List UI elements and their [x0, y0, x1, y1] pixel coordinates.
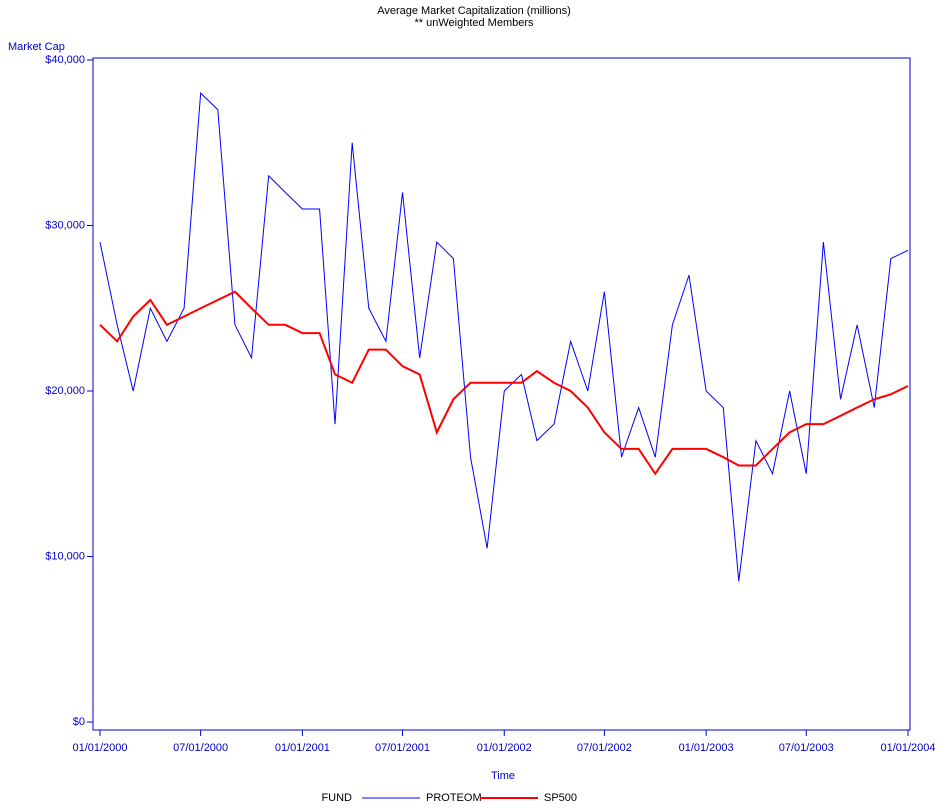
y-tick-label: $30,000	[45, 219, 85, 231]
x-tick-label: 01/01/2003	[679, 742, 734, 754]
plot-frame	[92, 57, 911, 731]
y-tick-label: $20,000	[45, 385, 85, 397]
x-axis-label: Time	[491, 770, 515, 782]
series-line	[99, 290, 909, 476]
legend-label: SP500	[544, 792, 577, 804]
y-tick-label: $0	[73, 716, 85, 728]
x-tick-label: 01/01/2004	[880, 742, 935, 754]
x-tick-label: 01/01/2000	[72, 742, 127, 754]
chart-title: Average Market Capitalization (millions)	[377, 5, 571, 17]
x-tick-label: 07/01/2000	[173, 742, 228, 754]
y-tick-label: $10,000	[45, 550, 85, 562]
y-axis-label: Market Cap	[8, 41, 65, 53]
x-tick-label: 01/01/2002	[477, 742, 532, 754]
legend-title: FUND	[321, 792, 352, 804]
y-tick-label: $40,000	[45, 54, 85, 66]
x-tick-label: 07/01/2001	[375, 742, 430, 754]
x-tick-label: 01/01/2001	[275, 742, 330, 754]
series-line	[99, 92, 909, 582]
x-tick-label: 07/01/2002	[577, 742, 632, 754]
legend-label: PROTEOM	[426, 792, 482, 804]
x-tick-label: 07/01/2003	[779, 742, 834, 754]
chart-subtitle: ** unWeighted Members	[414, 17, 534, 29]
